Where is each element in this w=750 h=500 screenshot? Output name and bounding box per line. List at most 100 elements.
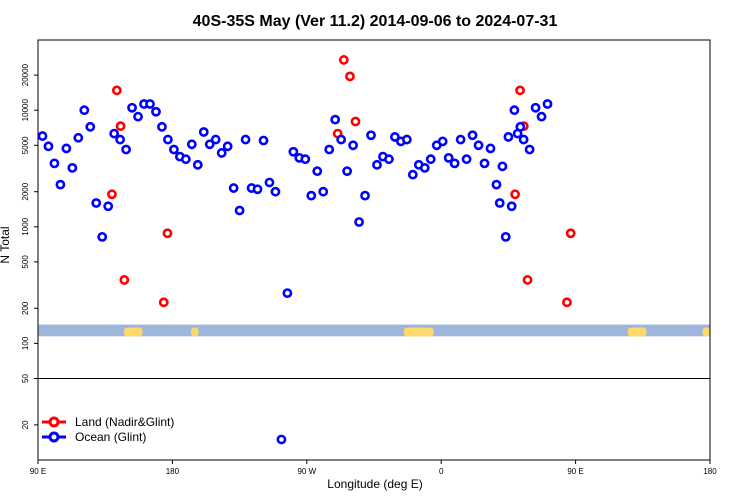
ocean-point bbox=[461, 154, 472, 165]
plot-frame bbox=[37, 39, 711, 461]
map-strip-ocean bbox=[38, 324, 710, 337]
ocean-point bbox=[336, 134, 347, 145]
ocean-point bbox=[425, 154, 436, 165]
ocean-point bbox=[524, 144, 535, 155]
ocean-point bbox=[264, 177, 275, 188]
ocean-point bbox=[479, 158, 490, 169]
ocean-point bbox=[228, 183, 239, 193]
ocean-point bbox=[419, 162, 430, 173]
y-tick-label: 500 bbox=[21, 255, 30, 269]
y-tick-label: 2000 bbox=[21, 182, 30, 200]
ocean-point bbox=[121, 144, 132, 155]
ocean-point bbox=[192, 159, 203, 170]
map-strip-land bbox=[191, 327, 199, 337]
ocean-point bbox=[354, 217, 364, 227]
ocean-point bbox=[342, 166, 353, 177]
y-tick-label: 50 bbox=[21, 374, 30, 383]
land-point bbox=[562, 297, 572, 308]
ocean-point bbox=[318, 186, 329, 197]
ocean-point bbox=[157, 121, 167, 132]
ocean-point bbox=[258, 135, 269, 146]
ocean-point bbox=[198, 127, 209, 137]
ocean-point bbox=[390, 132, 400, 142]
ocean-point bbox=[530, 102, 541, 113]
ocean-point bbox=[288, 146, 299, 157]
x-tick-label: 90 E bbox=[567, 467, 583, 476]
y-tick-label: 1000 bbox=[21, 217, 30, 235]
x-axis-label: Longitude (deg E) bbox=[327, 477, 422, 491]
y-tick-label: 20000 bbox=[21, 63, 30, 86]
ocean-point bbox=[180, 154, 191, 165]
ocean-point bbox=[151, 106, 161, 117]
ocean-point bbox=[37, 131, 48, 141]
ocean-point bbox=[455, 134, 466, 145]
y-tick-label: 20 bbox=[21, 420, 30, 429]
y-tick-label: 10000 bbox=[21, 99, 30, 122]
ocean-point bbox=[43, 141, 54, 152]
ocean-point bbox=[252, 184, 263, 195]
legend: Land (Nadir&Glint) Ocean (Glint) bbox=[42, 415, 174, 444]
land-point bbox=[515, 85, 525, 96]
ocean-point bbox=[449, 158, 460, 169]
ocean-point bbox=[509, 105, 520, 116]
ocean-point bbox=[97, 231, 108, 242]
y-axis-label: N Total bbox=[0, 226, 12, 263]
ocean-point bbox=[234, 205, 245, 216]
ocean-point bbox=[216, 148, 227, 158]
x-tick-label: 180 bbox=[166, 467, 180, 476]
ocean-point bbox=[91, 198, 102, 208]
ocean-point bbox=[324, 144, 335, 155]
y-axis: 20 50 100 200 500 1000 2000 5000 10000 20000 bbox=[21, 63, 38, 429]
ocean-point bbox=[494, 198, 505, 208]
ocean-point bbox=[61, 143, 72, 154]
ocean-point bbox=[186, 139, 197, 150]
ocean-point bbox=[168, 144, 179, 155]
ocean-point bbox=[127, 102, 137, 113]
legend-land-label: Land (Nadir&Glint) bbox=[75, 415, 174, 429]
map-strip-land bbox=[702, 327, 710, 337]
land-point bbox=[522, 275, 533, 285]
ocean-point bbox=[282, 288, 293, 299]
ocean-point bbox=[306, 190, 317, 201]
legend-ocean-label: Ocean (Glint) bbox=[75, 430, 146, 444]
x-tick-label: 180 bbox=[703, 467, 717, 476]
data-points bbox=[37, 55, 576, 445]
ocean-point bbox=[485, 143, 496, 154]
land-point bbox=[119, 275, 130, 285]
ocean-point bbox=[536, 111, 547, 122]
land-point bbox=[162, 228, 173, 239]
ocean-point bbox=[506, 201, 517, 212]
x-axis: 90 E 180 90 W 0 90 E 180 bbox=[30, 460, 717, 476]
ocean-point bbox=[210, 134, 221, 145]
ocean-point bbox=[437, 136, 448, 147]
ocean-point bbox=[497, 161, 508, 172]
ocean-point bbox=[372, 159, 382, 170]
ocean-point bbox=[542, 99, 553, 109]
y-tick-label: 200 bbox=[21, 301, 30, 315]
map-strip bbox=[38, 324, 710, 337]
ocean-point bbox=[133, 111, 143, 122]
ocean-point bbox=[49, 158, 60, 169]
ocean-point bbox=[443, 152, 454, 163]
land-point bbox=[107, 189, 117, 200]
ocean-point bbox=[204, 139, 215, 150]
ocean-point bbox=[500, 231, 511, 242]
x-tick-label: 90 E bbox=[30, 467, 46, 476]
ocean-point bbox=[348, 140, 358, 151]
ocean-point bbox=[366, 130, 376, 141]
ocean-point bbox=[312, 166, 323, 177]
ocean-point bbox=[55, 179, 66, 190]
land-point bbox=[350, 116, 361, 127]
legend-ocean-marker bbox=[48, 431, 60, 443]
ocean-point bbox=[163, 134, 173, 145]
ocean-point bbox=[222, 141, 233, 152]
land-point bbox=[115, 121, 126, 132]
ocean-point bbox=[401, 134, 412, 145]
y-tick-label: 5000 bbox=[21, 136, 30, 154]
map-strip-land bbox=[627, 327, 647, 337]
ocean-point bbox=[109, 128, 120, 139]
map-strip-land bbox=[123, 327, 143, 337]
ocean-point bbox=[491, 179, 502, 190]
ocean-point bbox=[518, 134, 529, 145]
